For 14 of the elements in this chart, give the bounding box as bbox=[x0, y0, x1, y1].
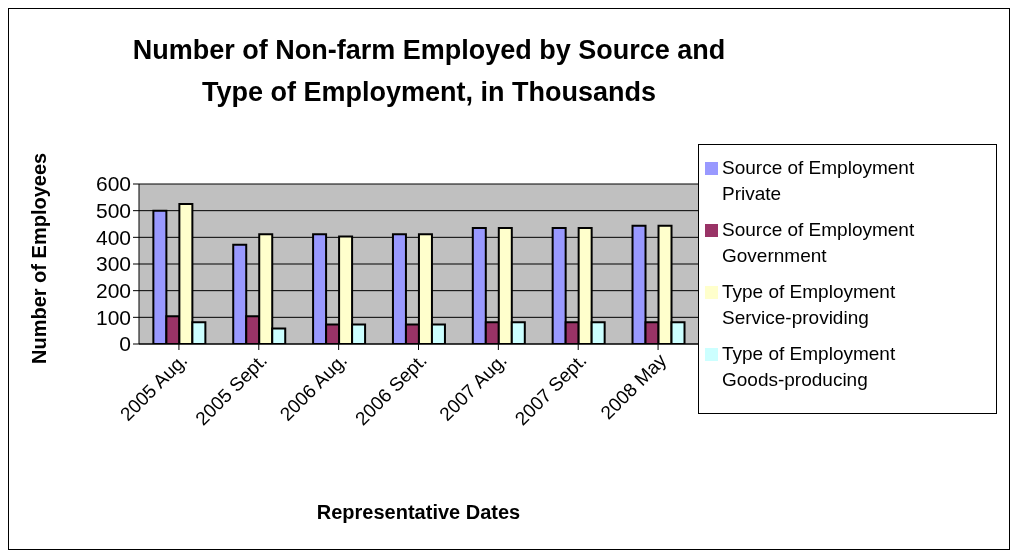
y-tick-label: 100 bbox=[95, 305, 131, 329]
y-axis-title: Number of Employees bbox=[28, 152, 51, 364]
legend-label: Source of Employment Private bbox=[722, 156, 916, 206]
y-tick-label: 300 bbox=[95, 252, 131, 276]
legend-label: Type of Employment Goods-producing bbox=[722, 342, 897, 392]
legend-label: Type of Employment Service-providing bbox=[722, 280, 897, 330]
chart-title: Number of Non-farm Employed by Source and Type of Employment, in Thousands bbox=[131, 34, 727, 109]
y-tick-label: 200 bbox=[95, 279, 131, 303]
y-tick-label: 0 bbox=[119, 332, 131, 356]
y-tick-label: 600 bbox=[95, 172, 131, 196]
x-axis-title: Representative Dates bbox=[316, 501, 521, 523]
legend-label: Source of Employment Government bbox=[722, 218, 916, 268]
y-tick-label: 400 bbox=[95, 225, 131, 249]
y-tick-label: 500 bbox=[95, 199, 131, 223]
